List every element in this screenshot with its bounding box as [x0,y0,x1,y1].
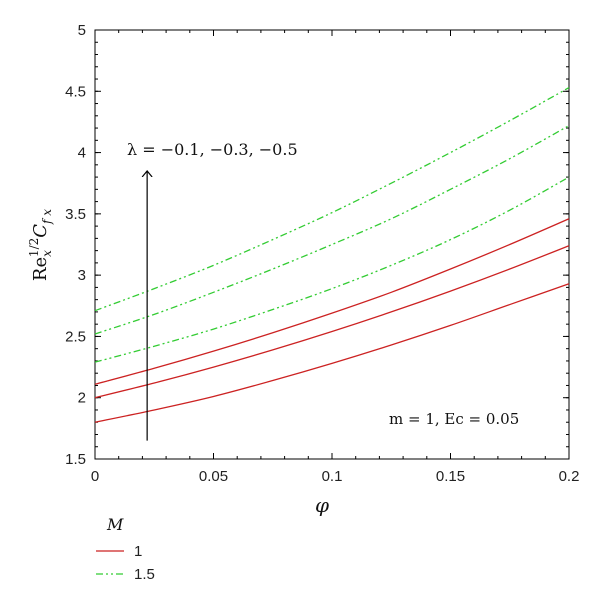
y-tick-label: 2 [78,390,86,407]
y-tick-label: 3.5 [65,206,86,223]
y-tick-label: 1.5 [65,451,86,468]
x-tick-label: 0.2 [559,468,580,485]
series-line-6 [94,87,570,312]
y-label-c: C [30,224,51,238]
legend-title: M [106,515,124,534]
axis-ticks: 0 0.05 0.1 0.15 0.2 1.5 2 2.5 3 3.5 4 4.5 5 [65,22,579,485]
series-line-4 [94,176,570,363]
y-label-sub: x [40,250,54,257]
y-label-sup: 1/2 [27,238,41,257]
lambda-annotation: λ = −0.1, −0.3, −0.5 [127,140,298,159]
y-tick-label: 5 [78,22,86,39]
series-line-2 [94,245,570,399]
y-label-main: Re [30,257,51,281]
series-line-3 [94,218,570,385]
y-tick-label: 3 [78,267,86,284]
y-label-c-sub: f x [40,209,54,225]
series-lines [94,87,570,423]
x-tick-label: 0.15 [436,468,465,485]
x-tick-label: 0 [91,468,99,485]
y-axis-label: Rex1/2Cf x [27,209,54,281]
x-axis-label: φ [315,493,329,517]
y-tick-label: 2.5 [65,328,86,345]
y-tick-label: 4 [78,145,86,162]
x-tick-label: 0.1 [322,468,343,485]
y-tick-label: 4.5 [65,83,86,100]
legend: M 1 1.5 [96,515,155,583]
params-annotation: m = 1, Ec = 0.05 [389,410,519,428]
legend-label-2: 1.5 [134,566,155,583]
x-tick-label: 0.05 [199,468,228,485]
legend-label-1: 1 [134,543,142,560]
plot-frame [94,29,570,460]
series-line-1 [94,283,570,423]
